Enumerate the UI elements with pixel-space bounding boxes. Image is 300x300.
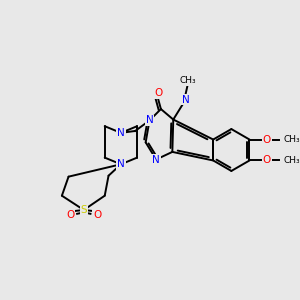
Text: O: O bbox=[262, 155, 271, 166]
Text: O: O bbox=[93, 210, 101, 220]
Text: S: S bbox=[80, 205, 87, 215]
Text: CH₃: CH₃ bbox=[284, 156, 300, 165]
Text: CH₃: CH₃ bbox=[284, 135, 300, 144]
Text: N: N bbox=[152, 154, 160, 164]
Text: N: N bbox=[117, 128, 125, 138]
Text: N: N bbox=[182, 94, 190, 104]
Text: O: O bbox=[66, 210, 75, 220]
Text: O: O bbox=[262, 134, 271, 145]
Text: O: O bbox=[154, 88, 162, 98]
Text: N: N bbox=[146, 116, 153, 125]
Text: N: N bbox=[117, 159, 125, 169]
Text: CH₃: CH₃ bbox=[179, 76, 196, 85]
